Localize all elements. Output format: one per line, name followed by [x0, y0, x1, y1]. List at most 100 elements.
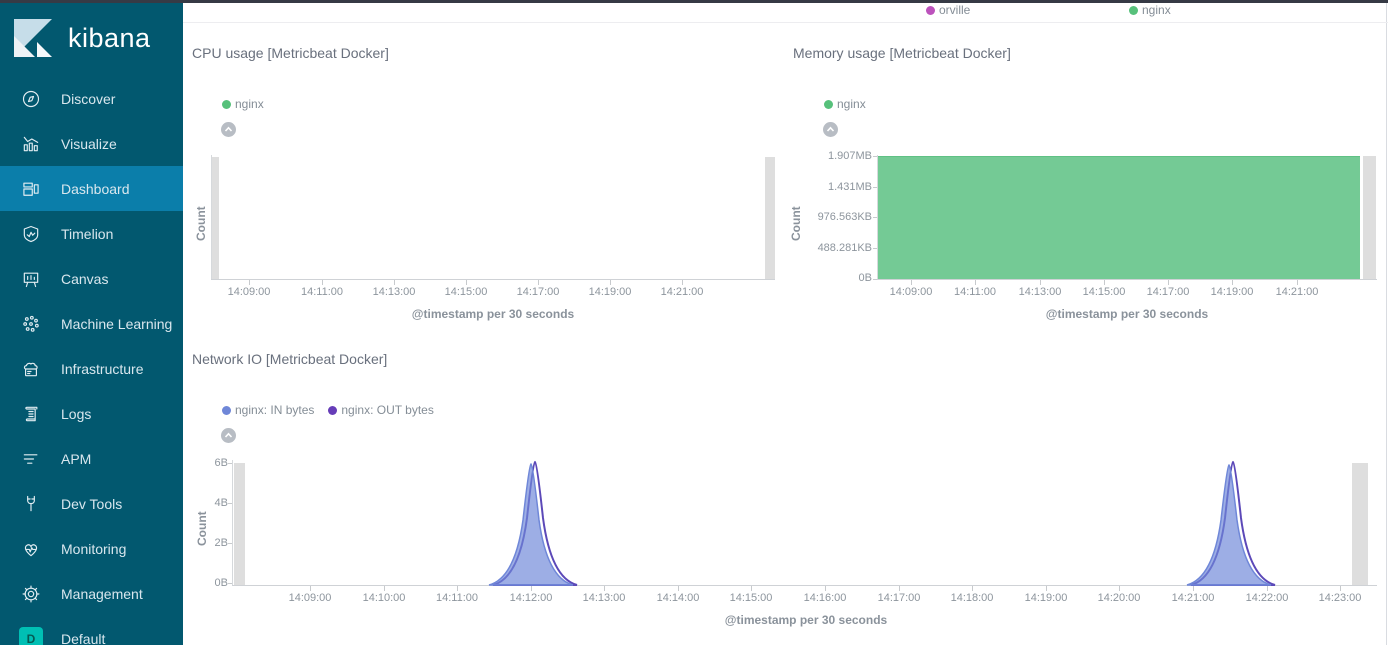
cpu-panel-title[interactable]: CPU usage [Metricbeat Docker]: [192, 45, 389, 61]
legend-label: nginx: IN bytes: [235, 403, 315, 417]
y-tick: 2B: [214, 537, 228, 549]
shield-chart-icon: [19, 222, 43, 246]
sidebar-item-label: Monitoring: [61, 540, 127, 557]
tick-mark: [1340, 586, 1341, 591]
sidebar-item-label: Canvas: [61, 270, 109, 287]
network-plot-area[interactable]: [233, 460, 1377, 585]
memory-legend: nginx: [824, 97, 866, 111]
memory-y-axis-line: [877, 155, 878, 280]
compass-icon: [19, 87, 43, 111]
legend-item-orville[interactable]: orville: [926, 3, 970, 17]
sidebar-item-machine-learning[interactable]: Machine Learning: [0, 301, 183, 346]
legend-dot-out-bytes: [328, 405, 338, 415]
top-window-strip: [0, 0, 1388, 3]
cpu-y-axis-title: Count: [194, 206, 208, 241]
kibana-logo[interactable]: kibana: [10, 12, 151, 64]
easel-icon: [19, 267, 43, 291]
legend-item-nginx-out-bytes[interactable]: nginx: OUT bytes: [328, 403, 434, 417]
sidebar-item-management[interactable]: Management: [0, 571, 183, 616]
memory-panel-title[interactable]: Memory usage [Metricbeat Docker]: [793, 45, 1011, 61]
network-io-series-chart: [488, 460, 1276, 586]
tick-mark: [873, 279, 878, 280]
legend-item-nginx-cpu[interactable]: nginx: [222, 97, 264, 111]
sidebar-item-apm[interactable]: APM: [0, 436, 183, 481]
sidebar-item-label: Infrastructure: [61, 360, 144, 377]
gear-icon: [19, 582, 43, 606]
tick-mark: [228, 503, 233, 504]
sidebar-item-dev-tools[interactable]: Dev Tools: [0, 481, 183, 526]
sidebar-item-canvas[interactable]: Canvas: [0, 256, 183, 301]
x-tick: 14:15:00: [729, 592, 773, 604]
space-badge-letter: D: [19, 626, 43, 645]
panel-divider: [183, 22, 1388, 23]
nav-list: Discover Visualize Dashboard Timelion: [0, 76, 183, 645]
legend-label: nginx: [837, 97, 866, 111]
heartbeat-icon: [19, 537, 43, 561]
x-tick: 14:11:00: [300, 286, 343, 298]
sidebar-item-monitoring[interactable]: Monitoring: [0, 526, 183, 571]
sidebar-item-discover[interactable]: Discover: [0, 76, 183, 121]
collapse-legend-button[interactable]: [823, 122, 838, 137]
sidebar-item-infrastructure[interactable]: Infrastructure: [0, 346, 183, 391]
kibana-logo-icon: [14, 19, 52, 57]
x-tick: 14:11:00: [435, 592, 478, 604]
collapse-legend-button[interactable]: [221, 122, 236, 137]
sidebar-item-dashboard[interactable]: Dashboard: [0, 166, 183, 211]
wrench-icon: [19, 492, 43, 516]
x-tick: 14:21:00: [660, 286, 704, 298]
cloud-server-icon: [19, 357, 43, 381]
x-tick: 14:14:00: [656, 592, 700, 604]
tick-mark: [1046, 586, 1047, 591]
sidebar-item-visualize[interactable]: Visualize: [0, 121, 183, 166]
sidebar-item-label: Discover: [61, 90, 116, 107]
in-bytes-peak-2: [1186, 463, 1272, 586]
tick-mark: [825, 586, 826, 591]
x-tick: 14:13:00: [372, 286, 416, 298]
legend-label: nginx: [235, 97, 264, 111]
tick-mark: [678, 586, 679, 591]
top-panel-legend-2: nginx: [1129, 3, 1171, 17]
x-tick: 14:21:00: [1171, 592, 1215, 604]
tick-mark: [466, 280, 467, 285]
network-legend: nginx: IN bytes nginx: OUT bytes: [222, 403, 434, 417]
tick-mark: [310, 586, 311, 591]
x-tick: 14:09:00: [227, 286, 271, 298]
sidebar-item-label: Dashboard: [61, 180, 130, 197]
tick-mark: [873, 248, 878, 249]
legend-item-nginx-memory[interactable]: nginx: [824, 97, 866, 111]
sidebar-item-timelion[interactable]: Timelion: [0, 211, 183, 256]
cpu-legend: nginx: [222, 97, 264, 111]
x-tick: 14:18:00: [950, 592, 994, 604]
legend-item-nginx-top[interactable]: nginx: [1129, 3, 1171, 17]
tick-mark: [228, 583, 233, 584]
space-badge: D: [19, 626, 43, 645]
cpu-y-axis-line: [211, 155, 212, 280]
network-panel-title[interactable]: Network IO [Metricbeat Docker]: [192, 351, 388, 367]
x-tick: 14:11:00: [953, 286, 996, 298]
legend-dot-nginx: [222, 99, 231, 109]
memory-x-axis-line: [877, 279, 1377, 280]
sidebar-item-logs[interactable]: Logs: [0, 391, 183, 436]
network-x-axis-line: [232, 585, 1377, 586]
x-tick: 14:13:00: [582, 592, 626, 604]
y-tick: 6B: [214, 457, 228, 469]
tick-mark: [1168, 280, 1169, 285]
legend-item-nginx-in-bytes[interactable]: nginx: IN bytes: [222, 403, 314, 417]
memory-plot-area[interactable]: [878, 155, 1377, 279]
x-tick: 14:17:00: [1146, 286, 1190, 298]
in-bytes-peak-1: [488, 462, 574, 586]
sidebar-item-default-space[interactable]: D Default: [0, 616, 183, 645]
x-tick: 14:22:00: [1245, 592, 1289, 604]
tick-mark: [384, 586, 385, 591]
kibana-wordmark: kibana: [68, 22, 151, 53]
memory-usage-area-series: [878, 156, 1360, 279]
legend-dot-orville: [926, 5, 935, 15]
sidebar-item-label: Visualize: [61, 135, 117, 152]
tick-mark: [1267, 586, 1268, 591]
tick-mark: [972, 586, 973, 591]
y-tick: 488.281KB: [817, 242, 872, 254]
y-tick: 0B: [858, 272, 872, 284]
collapse-legend-button[interactable]: [221, 428, 236, 443]
cpu-plot-area[interactable]: [212, 155, 775, 279]
